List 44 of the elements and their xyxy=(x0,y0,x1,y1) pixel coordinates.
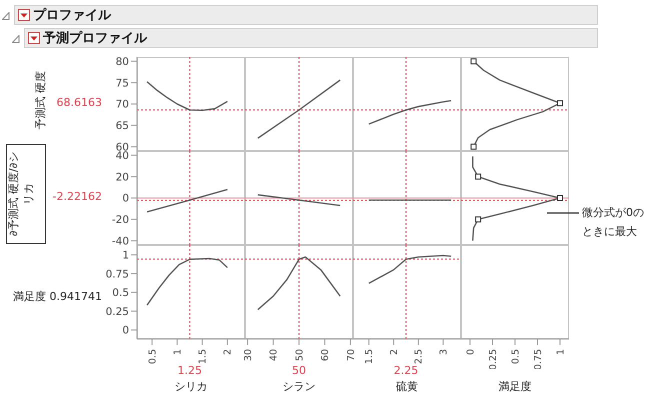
x-tick-label: 70 xyxy=(346,349,357,362)
ref-line-label: 68.6163 xyxy=(56,96,102,109)
y-tick-label: 20 xyxy=(116,171,129,184)
y-tick-label: -20 xyxy=(112,214,129,226)
text: 微分式が0のときに最大 xyxy=(582,205,645,240)
y-tick-label: 0 xyxy=(122,192,129,205)
x-tick-label: 50 xyxy=(294,349,306,362)
text: 満足度 0.941741 xyxy=(13,290,102,303)
x-tick-label: 0.5 xyxy=(510,349,522,364)
x-axis-title: 硫黄 xyxy=(395,379,419,394)
y-axis-title: 予測式 硬度 xyxy=(34,70,47,130)
x-tick-label: 0.5 xyxy=(147,349,158,364)
chart-subtitle: 予測プロファイル xyxy=(43,30,147,47)
y-tick-label: 75 xyxy=(116,77,129,90)
x-axis-title: シリカ xyxy=(174,379,208,394)
x-tick-label: 2 xyxy=(222,349,234,356)
x-tick-label: 30 xyxy=(242,349,254,362)
chart-title: プロファイル xyxy=(33,6,111,24)
y-tick-label: 65 xyxy=(116,120,129,132)
x-axis-title: シラン xyxy=(282,379,316,394)
y-tick-label: 70 xyxy=(116,98,129,111)
x-tick-label: 0 xyxy=(465,349,476,356)
y-tick-label: -40 xyxy=(112,235,129,248)
y-tick-label: 0.5 xyxy=(112,287,129,300)
x-tick-label: 40 xyxy=(268,349,280,362)
y-tick-label: 1 xyxy=(122,250,129,262)
x-axis-title: 満足度 xyxy=(498,379,532,394)
y-tick-label: 0.75 xyxy=(106,268,129,280)
ref-line-label: 1.25 xyxy=(176,364,203,377)
y-tick-label: 40 xyxy=(116,150,129,162)
ref-line-label: 2.25 xyxy=(392,364,420,377)
x-tick-label: 3 xyxy=(438,349,450,356)
x-tick-label: 60 xyxy=(320,349,332,362)
ref-line-label: -2.22162 xyxy=(52,190,102,203)
y-tick-label: 0.25 xyxy=(106,306,129,318)
x-tick-label: 1.5 xyxy=(198,349,209,364)
x-tick-label: 2 xyxy=(388,349,400,356)
y-axis-title: ∂予測式 硬度/∂シリカ xyxy=(7,152,35,236)
x-tick-label: 1 xyxy=(172,349,184,356)
x-tick-label: 2.5 xyxy=(414,349,425,364)
x-tick-label: 1.5 xyxy=(364,349,376,364)
y-tick-label: 0 xyxy=(122,324,129,337)
y-tick-label: 80 xyxy=(116,56,129,68)
x-tick-label: 1 xyxy=(555,349,566,356)
